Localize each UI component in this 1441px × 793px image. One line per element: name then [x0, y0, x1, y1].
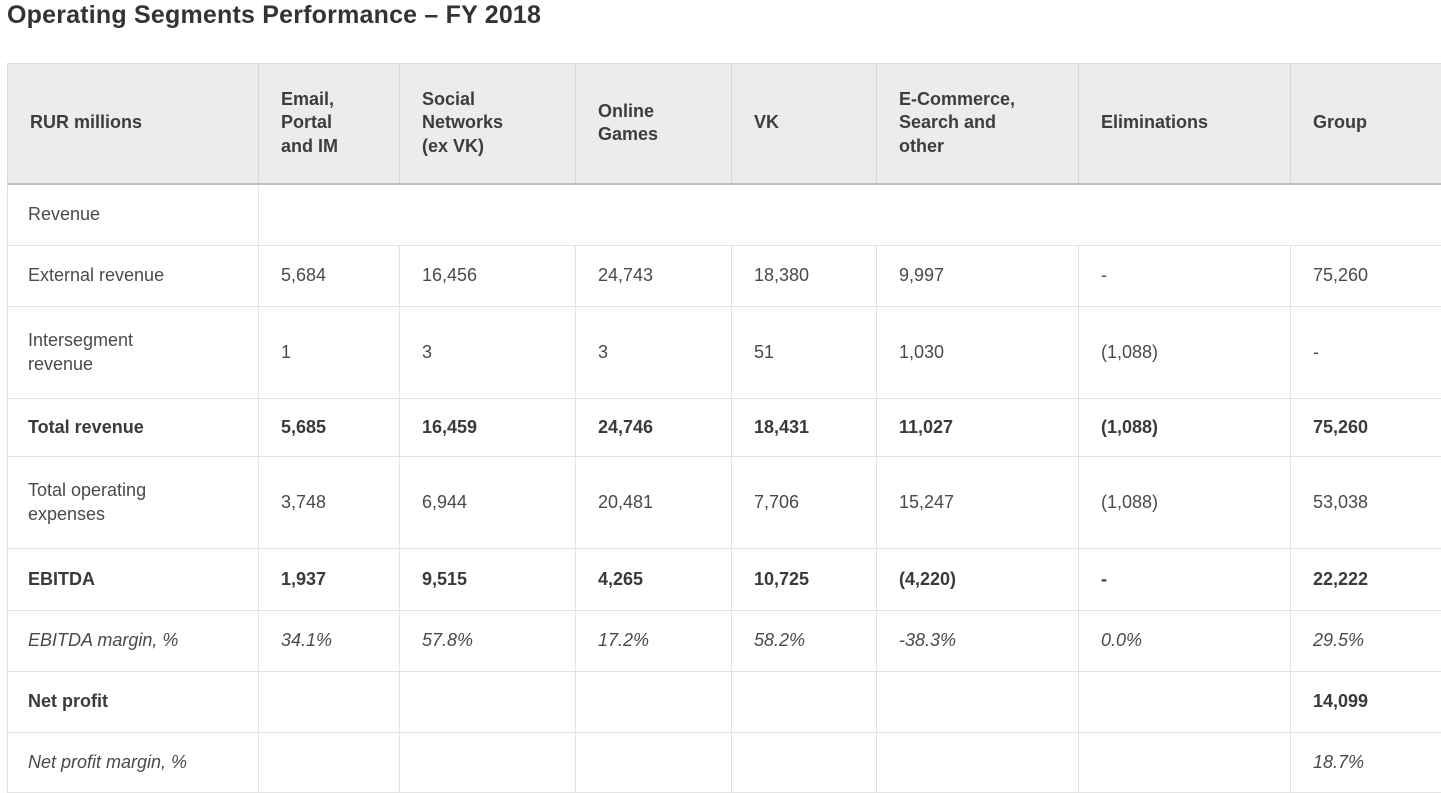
- row-label: Net profit: [8, 672, 259, 733]
- value-cell: 22,222: [1291, 549, 1441, 611]
- row-label: EBITDA margin, %: [8, 611, 259, 672]
- table-row: EBITDA margin, %34.1%57.8%17.2%58.2%-38.…: [8, 611, 1441, 672]
- value-cell: [576, 733, 732, 793]
- value-cell: 20,481: [576, 457, 732, 549]
- value-cell: [259, 733, 400, 793]
- row-label: Revenue: [8, 184, 259, 246]
- value-cell: 75,260: [1291, 246, 1441, 307]
- column-header: Online Games: [576, 64, 732, 184]
- table-row: Net profit margin, % 18.7%: [8, 733, 1441, 793]
- value-cell: 16,456: [400, 246, 576, 307]
- value-cell: (1,088): [1079, 399, 1291, 457]
- value-cell: 15,247: [877, 457, 1079, 549]
- value-cell: 1,030: [877, 307, 1079, 399]
- value-cell: 18.7%: [1291, 733, 1441, 793]
- column-header: E-Commerce, Search and other: [877, 64, 1079, 184]
- value-cell: 3,748: [259, 457, 400, 549]
- value-cell: [732, 733, 877, 793]
- value-cell: 5,684: [259, 246, 400, 307]
- value-cell: 9,997: [877, 246, 1079, 307]
- value-cell: [877, 672, 1079, 733]
- value-cell: 9,515: [400, 549, 576, 611]
- column-header: VK: [732, 64, 877, 184]
- table-row: Net profit 14,099: [8, 672, 1441, 733]
- row-label: External revenue: [8, 246, 259, 307]
- value-cell: 3: [400, 307, 576, 399]
- value-cell: [1079, 733, 1291, 793]
- column-header: RUR millions: [8, 64, 259, 184]
- value-cell: 24,743: [576, 246, 732, 307]
- value-cell: 5,685: [259, 399, 400, 457]
- value-cell: 7,706: [732, 457, 877, 549]
- row-label: EBITDA: [8, 549, 259, 611]
- value-cell: [400, 733, 576, 793]
- value-cell: 3: [576, 307, 732, 399]
- value-cell: (1,088): [1079, 457, 1291, 549]
- value-cell: [576, 672, 732, 733]
- column-header: Email, Portal and IM: [259, 64, 400, 184]
- value-cell: 29.5%: [1291, 611, 1441, 672]
- value-cell: 58.2%: [732, 611, 877, 672]
- value-cell: 6,944: [400, 457, 576, 549]
- page-title: Operating Segments Performance – FY 2018: [7, 0, 1441, 30]
- value-cell: 18,431: [732, 399, 877, 457]
- value-cell: (4,220): [877, 549, 1079, 611]
- column-header: Group: [1291, 64, 1441, 184]
- value-cell: 53,038: [1291, 457, 1441, 549]
- row-label: Intersegment revenue: [8, 307, 259, 399]
- value-cell: [877, 733, 1079, 793]
- value-cell: 34.1%: [259, 611, 400, 672]
- column-header: Social Networks (ex VK): [400, 64, 576, 184]
- value-cell: 24,746: [576, 399, 732, 457]
- value-cell: 0.0%: [1079, 611, 1291, 672]
- value-cell: 1: [259, 307, 400, 399]
- table-row: Revenue: [8, 184, 1441, 246]
- value-cell: 75,260: [1291, 399, 1441, 457]
- value-cell: [400, 672, 576, 733]
- value-cell: 14,099: [1291, 672, 1441, 733]
- value-cell: [1079, 672, 1291, 733]
- value-cell: [259, 672, 400, 733]
- value-cell: 11,027: [877, 399, 1079, 457]
- value-cell: [732, 672, 877, 733]
- value-cell: 18,380: [732, 246, 877, 307]
- value-cell: 57.8%: [400, 611, 576, 672]
- value-cell: 1,937: [259, 549, 400, 611]
- row-label: Total revenue: [8, 399, 259, 457]
- value-cell: 16,459: [400, 399, 576, 457]
- value-cell: -: [1079, 246, 1291, 307]
- value-cell: 10,725: [732, 549, 877, 611]
- value-cell: -: [1079, 549, 1291, 611]
- value-cell: 17.2%: [576, 611, 732, 672]
- value-cell: 4,265: [576, 549, 732, 611]
- value-cell: (1,088): [1079, 307, 1291, 399]
- merged-empty-cell: [259, 184, 1441, 246]
- value-cell: -38.3%: [877, 611, 1079, 672]
- row-label: Net profit margin, %: [8, 733, 259, 793]
- value-cell: -: [1291, 307, 1441, 399]
- value-cell: 51: [732, 307, 877, 399]
- column-header: Eliminations: [1079, 64, 1291, 184]
- row-label: Total operating expenses: [8, 457, 259, 549]
